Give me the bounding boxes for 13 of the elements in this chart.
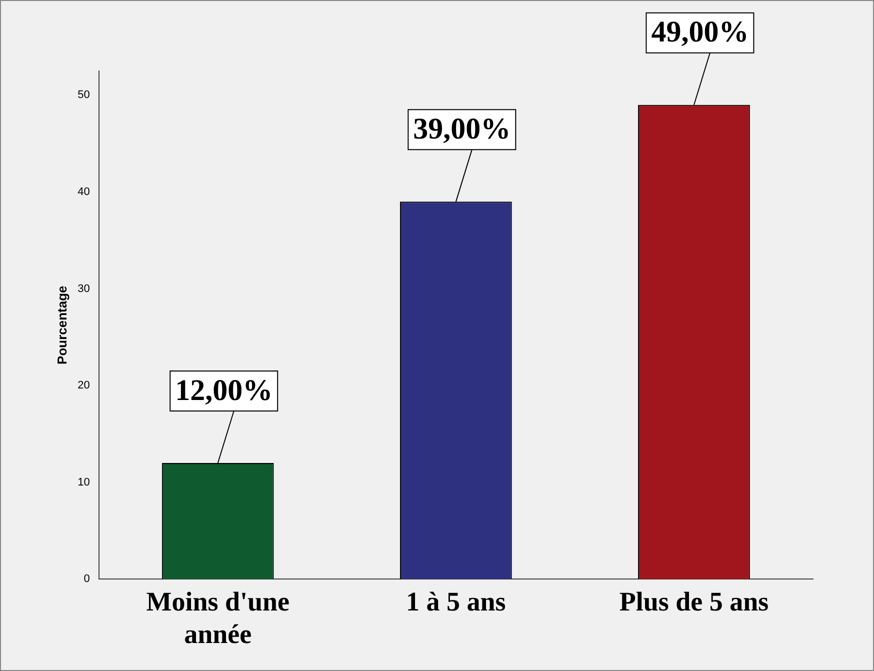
y-tick-label: 30 [78,282,90,295]
data-label: 39,00% [413,112,511,146]
x-tick-label: Moins d'une année [146,586,290,649]
x-tick-label: Plus de 5 ans [619,586,769,616]
y-tick-label: 0 [84,573,90,586]
y-tick-label: 20 [78,380,90,392]
y-tick-label: 10 [78,476,90,488]
x-tick-label: 1 à 5 ans [406,586,506,616]
data-label: 12,00% [175,374,273,407]
y-tick-label: 40 [78,186,90,198]
y-axis-title: Pourcentage [54,286,70,364]
data-label: 49,00% [651,16,749,49]
y-tick-label: 50 [78,89,90,102]
